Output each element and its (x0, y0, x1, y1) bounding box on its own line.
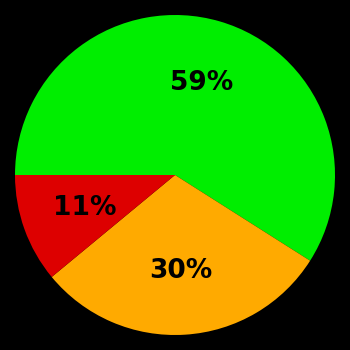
Wedge shape (15, 175, 175, 277)
Text: 11%: 11% (53, 195, 117, 220)
Text: 30%: 30% (149, 258, 213, 284)
Wedge shape (15, 15, 335, 261)
Wedge shape (52, 175, 310, 335)
Text: 59%: 59% (170, 70, 233, 96)
